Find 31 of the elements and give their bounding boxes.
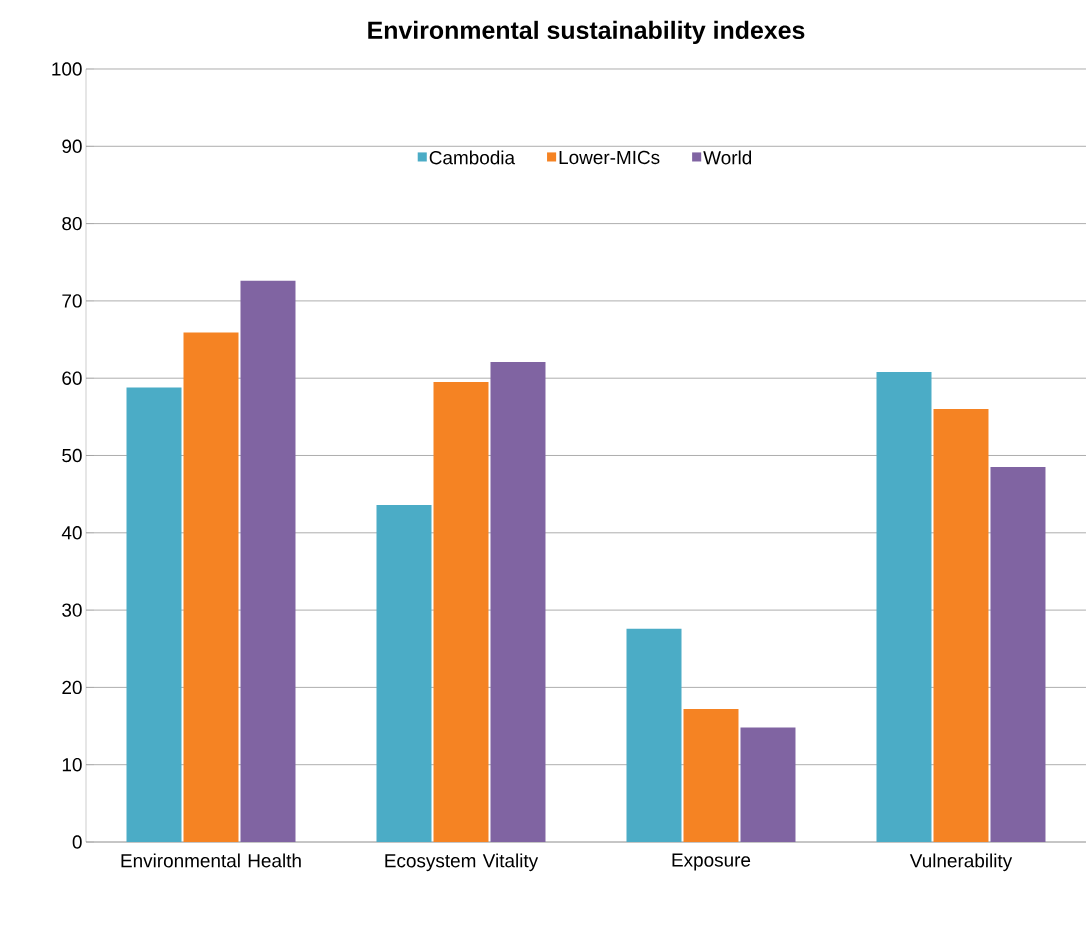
bar: [490, 361, 546, 842]
y-tick-label: 0: [72, 835, 82, 849]
bar: [433, 382, 489, 842]
x-tick-label: Exposure: [672, 853, 751, 871]
y-tick-label: 20: [62, 680, 82, 695]
x-tick-label: Ecosystem Vitality: [385, 853, 539, 872]
chart-title: Environmental sustainability indexes: [368, 20, 805, 45]
bar: [376, 504, 432, 842]
x-tick-label: Vulnerability: [909, 853, 1013, 872]
x-tick-label: Environmental Health: [121, 853, 301, 868]
legend-label: Cambodia: [429, 150, 516, 165]
bar: [183, 332, 239, 842]
legend-label: Lower-MICs: [559, 150, 660, 165]
y-tick-label: 40: [61, 526, 82, 540]
bar: [740, 727, 796, 842]
bar: [933, 409, 989, 842]
y-tick-label: 100: [52, 62, 82, 76]
bar: [990, 467, 1046, 842]
bar: [876, 372, 932, 842]
bar: [240, 280, 296, 842]
y-tick-label: 80: [62, 216, 82, 231]
y-tick-label: 30: [62, 603, 82, 617]
legend-label: World: [703, 150, 752, 165]
y-tick-label: 50: [62, 448, 82, 463]
bar: [683, 709, 739, 842]
y-tick-label: 10: [62, 758, 82, 772]
y-tick-label: 90: [62, 139, 82, 153]
bar: [126, 387, 182, 842]
y-tick-label: 70: [62, 294, 82, 308]
bar: [626, 628, 682, 842]
y-tick-label: 60: [62, 371, 82, 385]
